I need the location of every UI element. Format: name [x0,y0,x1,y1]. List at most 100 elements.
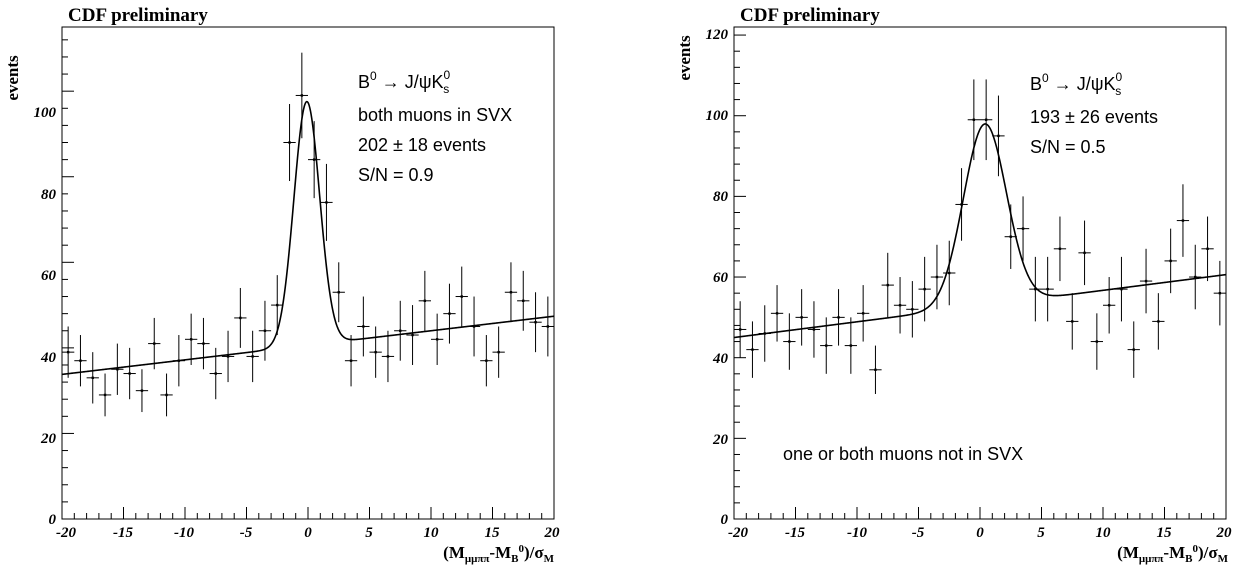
right-data-point [783,313,796,370]
right-y-tick-label: 40 [712,351,729,367]
right-data-point [1103,277,1116,334]
right-data-point [1127,321,1140,378]
x-label-part: (M [443,543,465,562]
point-marker [1157,320,1160,323]
point-marker [1071,320,1074,323]
left-panel: CDF preliminary events -20 -15 -10 -5 0 … [3,5,560,565]
right-fit-curve [733,123,1227,339]
left-data-point [258,300,272,361]
point-marker [448,312,451,315]
right-data-point [1213,260,1226,326]
point-marker [202,342,205,345]
x-label-part: 0 [518,543,524,555]
left-annotation-line: both muons in SVX [358,105,512,125]
left-x-axis-label: (Mμμππ-MB0)/σM [443,543,554,565]
right-x-tick-labels: -20 -15 -10 -5 0 5 10 15 20 [728,525,1232,541]
right-data-point [1078,220,1091,286]
left-data-point [541,296,554,357]
left-data-point [529,292,542,353]
point-marker [972,118,976,121]
right-decay-annotation: B0 → J/ψK0 s [1030,70,1123,98]
left-data-point [320,163,333,241]
point-marker [349,359,353,362]
left-x-tick-label: 15 [485,525,501,541]
point-marker [66,350,70,354]
right-x-tick-label: -15 [785,525,805,541]
point-marker [1206,247,1209,251]
point-marker [911,308,914,311]
decay-part: 0 [444,68,451,82]
point-marker [1132,348,1135,351]
point-marker [300,94,304,97]
left-data-point [160,373,173,417]
point-marker [288,141,291,144]
left-x-tick-labels: -20 -15 -10 -5 0 5 10 15 20 [56,525,560,541]
x-label-part: μμππ [1139,553,1164,565]
right-x-tick-label: -5 [912,525,925,541]
left-data-point [197,317,210,370]
left-data-point [135,369,149,413]
left-data-point [467,296,481,357]
decay-part: s [443,82,449,96]
point-marker [775,312,779,315]
point-marker [263,329,267,332]
point-marker [1107,304,1111,307]
right-data-point [943,240,956,306]
left-data-point [185,313,198,365]
left-x-tick-label: 10 [424,525,440,541]
point-marker [239,316,242,320]
right-data-point [844,317,857,374]
left-data-point [172,335,185,387]
left-data-point [62,326,75,378]
point-marker [386,355,390,358]
right-data-point [1041,256,1054,322]
right-data-point [1053,216,1067,282]
point-marker [812,328,816,331]
point-marker [472,325,476,328]
point-marker [116,368,119,371]
point-marker [948,271,951,275]
left-data-point [369,326,382,378]
right-data-point [807,301,821,358]
right-data-point [1115,256,1128,322]
point-marker [886,283,889,287]
right-data-point [1029,256,1042,322]
right-x-axis-label: (Mμμππ-MB0)/σM [1117,543,1228,565]
point-marker [1046,287,1049,291]
right-data-point [1016,196,1030,261]
point-marker [1095,340,1099,343]
right-x-tick-label: 20 [1216,525,1233,541]
right-data-point [980,79,993,161]
right-data-point [1152,293,1165,350]
left-x-tick-label: -15 [113,525,133,541]
left-x-tick-label: -10 [174,525,194,541]
point-marker [140,389,144,392]
right-data-point [1201,216,1214,282]
left-data-point [443,283,456,344]
left-data-point [418,270,431,331]
decay-part: → J/ψK [1049,74,1116,94]
right-data-point [770,285,784,342]
right-data-point [1189,244,1202,310]
left-x-tick-label: -5 [240,525,253,541]
right-x-tick-label: -20 [728,525,748,541]
point-marker [485,359,488,362]
right-data-point [832,289,845,346]
right-data-points [734,79,1226,394]
left-data-point [357,296,370,357]
point-marker [522,299,525,303]
left-plot-frame [61,26,555,520]
x-label-part: μμππ [465,553,490,565]
point-marker [226,355,230,358]
right-data-point [967,79,980,161]
right-data-point [1090,313,1103,370]
right-data-point [869,345,882,394]
point-marker [738,328,742,331]
left-x-tick-label: 5 [365,525,373,541]
left-data-point [246,330,259,383]
point-marker [460,295,463,298]
point-marker [325,201,328,204]
point-marker [788,340,791,343]
right-data-point [746,321,759,378]
point-marker [1144,279,1148,283]
